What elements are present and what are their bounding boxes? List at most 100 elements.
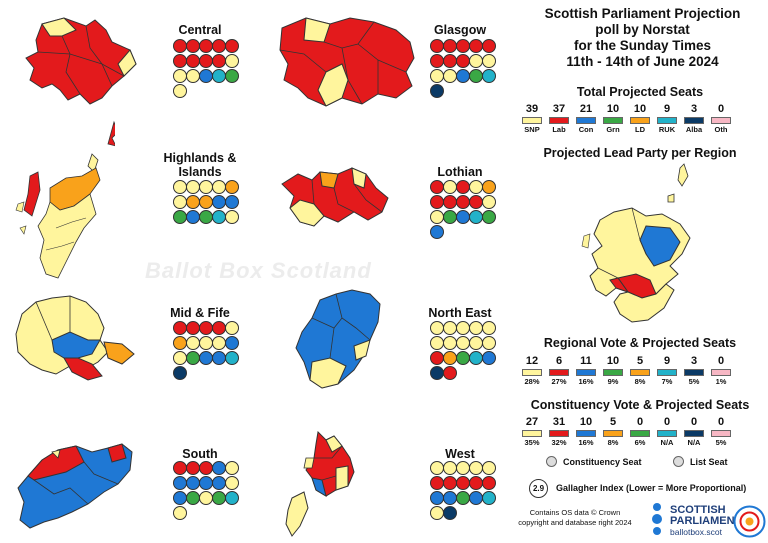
party-swatch	[549, 117, 569, 124]
constituency-seat	[430, 180, 444, 194]
list-seat	[430, 506, 444, 520]
list-seat	[443, 351, 457, 365]
constituency-seat	[186, 461, 200, 475]
vote-share: 6%	[634, 438, 646, 447]
party-swatch	[549, 430, 569, 437]
list-seat	[212, 69, 226, 83]
list-seat	[225, 336, 239, 350]
party-swatch	[603, 369, 623, 376]
constituency-seat	[456, 54, 470, 68]
total-seats-title: Total Projected Seats	[576, 85, 704, 99]
list-seat	[225, 476, 239, 490]
constituency-seat	[430, 336, 444, 350]
constituency-seat	[430, 54, 444, 68]
region-title-highlands-islands: Highlands & Islands	[163, 151, 237, 179]
party-label: SNP	[524, 125, 540, 134]
constituency-seat	[443, 476, 457, 490]
south-region-map	[17, 443, 133, 529]
region-title-glasgow: Glasgow	[433, 23, 487, 37]
seat-count: 3	[690, 103, 698, 115]
seat-count: 0	[690, 416, 698, 428]
seat-count: 37	[552, 103, 566, 115]
vote-share: 8%	[634, 377, 646, 386]
constituency-seat	[430, 195, 444, 209]
list-seat	[199, 351, 213, 365]
list-seat	[173, 210, 187, 224]
party-swatch	[711, 430, 731, 437]
constituency-seat	[186, 476, 200, 490]
party-swatch	[549, 369, 569, 376]
list-seat	[173, 491, 187, 505]
vote-share: 1%	[715, 377, 727, 386]
party-column: 0 N/A	[655, 416, 679, 447]
list-seat	[469, 69, 483, 83]
list-seat	[430, 491, 444, 505]
list-seat	[443, 366, 457, 380]
west-region-map	[285, 430, 355, 537]
list-seat	[456, 351, 470, 365]
constituency-seat	[443, 461, 457, 475]
party-column: 0 6%	[628, 416, 652, 447]
list-seat	[456, 210, 470, 224]
list-seat	[430, 69, 444, 83]
seat-count: 12	[525, 355, 539, 367]
vote-share: N/A	[687, 438, 701, 447]
seat-count: 39	[525, 103, 539, 115]
list-seat	[173, 69, 187, 83]
party-swatch	[522, 117, 542, 124]
constituency-seat	[173, 336, 187, 350]
list-seat	[430, 210, 444, 224]
list-seat	[456, 491, 470, 505]
constituency-seat	[469, 54, 483, 68]
seat-count: 0	[717, 416, 725, 428]
party-column: 31 32%	[547, 416, 571, 447]
constituency-seat-legend-dot	[546, 456, 557, 467]
party-swatch	[630, 117, 650, 124]
region-title-central: Central	[178, 23, 222, 37]
region-title-south: South	[182, 447, 218, 461]
list-seat	[443, 506, 457, 520]
constituency-seat	[173, 321, 187, 335]
party-swatch	[630, 369, 650, 376]
party-swatch	[576, 369, 596, 376]
seat-count: 9	[663, 355, 671, 367]
os-credit-line-1: Contains OS data © Crown	[529, 508, 621, 517]
constituency-seat	[430, 476, 444, 490]
party-column: 27 35%	[520, 416, 544, 447]
party-swatch	[576, 117, 596, 124]
seat-count: 10	[606, 103, 620, 115]
constituency-seat	[443, 195, 457, 209]
constituency-title: Constituency Vote & Projected Seats	[530, 398, 750, 412]
constituency-seat	[199, 336, 213, 350]
constituency-seat	[186, 39, 200, 53]
party-swatch	[522, 430, 542, 437]
constituency-seat	[469, 321, 483, 335]
list-seat	[173, 84, 187, 98]
list-seat	[225, 69, 239, 83]
list-seat	[469, 491, 483, 505]
party-column: 21 Con	[574, 103, 598, 134]
constituency-seat	[443, 54, 457, 68]
vote-share: 27%	[551, 377, 567, 386]
list-seat	[469, 351, 483, 365]
constituency-seat	[212, 336, 226, 350]
constituency-seat	[212, 54, 226, 68]
constituency-seat	[456, 195, 470, 209]
constituency-seat	[469, 180, 483, 194]
os-credit: Contains OS data © Crown copyright and d…	[500, 508, 650, 528]
logo-ring-emblem	[733, 505, 766, 538]
party-column: 10 Grn	[601, 103, 625, 134]
constituency-seat	[212, 461, 226, 475]
list-seat	[225, 195, 239, 209]
party-column: 9 RUK	[655, 103, 679, 134]
list-seat	[482, 491, 496, 505]
logo-text-url: ballotbox.scot	[670, 527, 722, 537]
list-seat	[173, 506, 187, 520]
party-swatch	[684, 117, 704, 124]
constituency-seat	[456, 39, 470, 53]
vote-share: 9%	[607, 377, 619, 386]
north-east-region-map	[295, 289, 381, 389]
list-seat	[173, 351, 187, 365]
vote-share: 16%	[578, 438, 594, 447]
list-seat	[482, 210, 496, 224]
